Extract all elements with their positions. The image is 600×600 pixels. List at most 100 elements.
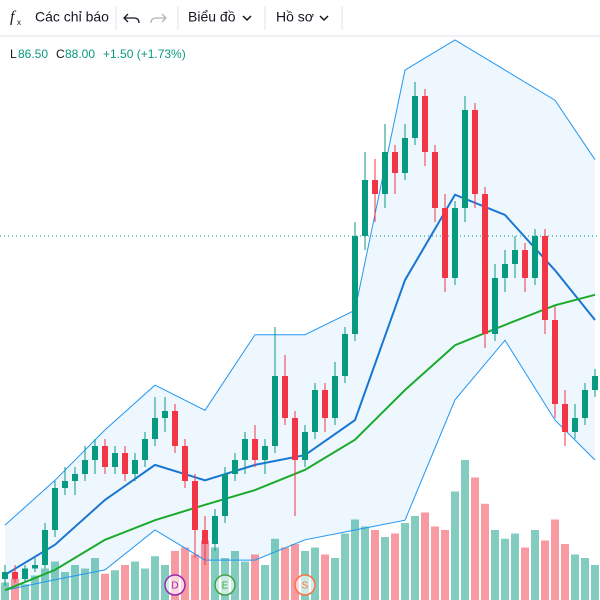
candle-body [592,376,598,390]
candle-body [412,96,418,138]
volume-bar [261,565,269,600]
candle-body [462,110,468,208]
volume-bar [351,519,359,600]
candle-body [532,236,538,278]
event-label: E [222,581,229,592]
volume-bar [211,547,219,600]
indicator-line [4,293,596,592]
candle-body [2,572,8,579]
candle-body [332,376,338,418]
volume-bar [341,533,349,600]
candle-body [572,418,578,432]
volume-bar [481,503,489,600]
candle-body [582,390,588,418]
volume-bar [441,530,449,600]
volume-bar [241,561,249,600]
candle-body [302,432,308,460]
candle-body [492,278,498,334]
volume-bar [141,568,149,600]
volume-bar [521,547,529,600]
volume-bar [291,544,299,600]
candle-body [482,194,488,334]
candle-body [542,236,548,320]
indicator-line [4,339,596,591]
candle-body [252,439,258,460]
legend-close-label: C [56,47,65,61]
fx-icon-sub: x [17,18,21,27]
candle-body [112,453,118,467]
volume-bar [421,512,429,600]
volume-bar [511,533,519,600]
event-marker [164,574,186,596]
volume-bar [1,582,9,600]
profile-menu[interactable]: Hồ sơ [276,9,314,25]
volume-bar [271,538,279,600]
event-label: S [302,581,309,592]
candle-body [342,334,348,376]
volume-bar [381,537,389,600]
candle-body [422,96,428,152]
candle-body [32,565,38,569]
candle-body [102,446,108,467]
candle-body [472,110,478,194]
volume-bar [31,575,39,600]
volume-bar [331,558,339,600]
volume-bar [551,519,559,600]
candle-body [82,460,88,474]
undo-button[interactable] [123,13,140,24]
volume-bar [471,477,479,600]
volume-bar [121,565,129,600]
candle-body [172,411,178,446]
volume-bar [21,584,29,600]
candle-body [352,236,358,334]
candle-body [512,250,518,264]
redo-button[interactable] [150,13,167,24]
volume-bar [501,538,509,600]
volume-bar [151,556,159,600]
candle-body [92,446,98,460]
band-fill [5,40,595,591]
volume-bar [311,547,319,600]
candle-body [202,530,208,544]
volume-bar [201,540,209,600]
candle-body [522,250,528,278]
volume-bar [541,540,549,600]
candle-body [292,418,298,460]
candle-body [132,460,138,474]
legend-low-label: L [10,47,17,61]
event-marker [214,574,236,596]
legend-close: 88.00 [65,47,95,61]
indicators-button[interactable]: Các chỉ báo [35,9,109,25]
volume-bar [61,572,69,600]
fx-icon[interactable]: f [10,9,17,26]
candle-body [122,453,128,474]
chevron [319,15,329,22]
candle-body [262,446,268,460]
event-marker [294,574,316,596]
candle-body [312,390,318,432]
candle-body [72,474,78,481]
volume-bar [391,533,399,600]
candle-body [372,180,378,194]
candle-body [182,446,188,481]
volume-bar [561,544,569,600]
volume-bar [571,554,579,600]
candle-body [12,572,18,579]
candle-body [162,411,168,418]
candle-body [42,530,48,565]
candle-body [62,481,68,488]
candle-body [222,474,228,516]
volume-bar [91,558,99,600]
candle-body [212,516,218,544]
candle-body [502,264,508,278]
legend-change: +1.50 (+1.73%) [103,47,186,61]
legend-low: 86.50 [18,47,48,61]
volume-bar [431,526,439,600]
candle-body [152,418,158,439]
candle-body [142,439,148,460]
volume-bar [11,579,19,600]
chart-menu[interactable]: Biểu đồ [188,9,236,25]
candle-body [552,320,558,404]
